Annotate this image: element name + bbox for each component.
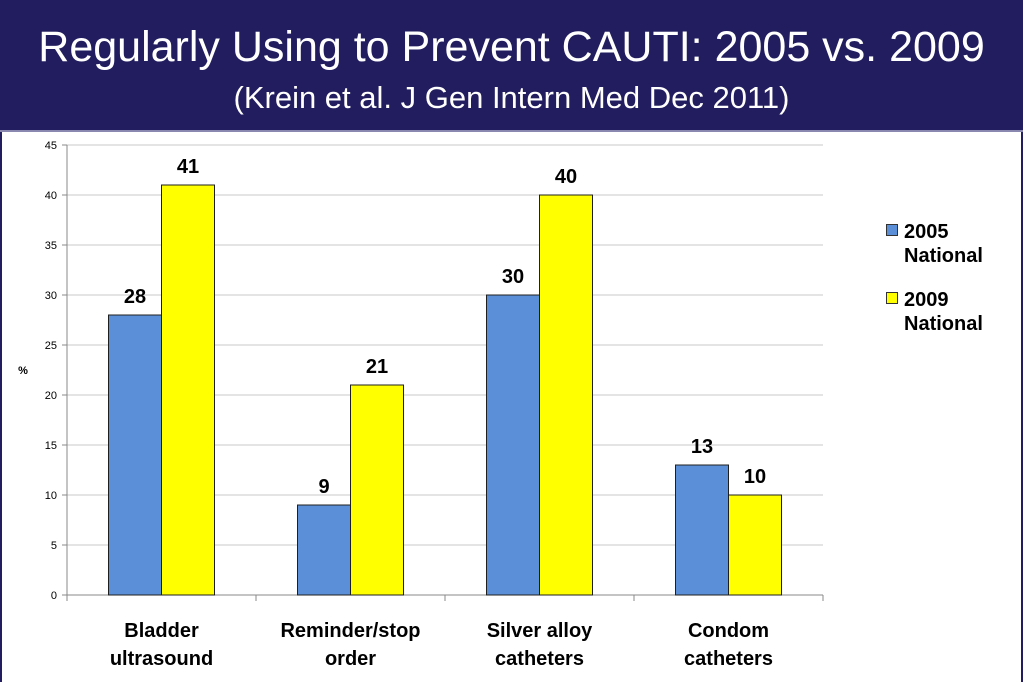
y-tick-label: 45	[45, 140, 57, 152]
x-category-label: catheters	[684, 648, 773, 670]
bar-2009	[539, 194, 593, 596]
legend-item-2005: 2005 National	[886, 220, 1014, 268]
legend-label-2005-line2: National	[904, 245, 983, 267]
x-category-label: catheters	[495, 648, 584, 670]
y-tick-label: 5	[51, 540, 57, 552]
x-category-label: Reminder/stop	[280, 620, 420, 642]
data-label: 28	[124, 286, 146, 308]
y-tick-label: 40	[45, 190, 57, 202]
legend-swatch-2009	[886, 292, 898, 304]
slide-title: Regularly Using to Prevent CAUTI: 2005 v…	[38, 23, 985, 71]
data-label: 41	[177, 156, 199, 178]
legend-label-2009: 2009 National	[904, 288, 1014, 336]
bar-2009	[161, 184, 215, 596]
y-tick-label: 20	[45, 390, 57, 402]
slide-subtitle: (Krein et al. J Gen Intern Med Dec 2011)	[233, 80, 790, 115]
header-divider	[0, 130, 1023, 132]
bar-2009	[350, 384, 404, 596]
x-category-label: Silver alloy	[487, 620, 593, 642]
legend-swatch-2005	[886, 224, 898, 236]
slide-header: Regularly Using to Prevent CAUTI: 2005 v…	[0, 0, 1023, 130]
bar-2005	[675, 464, 729, 596]
x-category-label: Condom	[688, 620, 769, 642]
bar-2009	[728, 494, 782, 596]
y-tick-label: 35	[45, 240, 57, 252]
data-label: 30	[502, 266, 524, 288]
y-tick-label: 15	[45, 440, 57, 452]
legend-label-2009-line1: 2009	[904, 289, 949, 311]
data-label: 10	[744, 466, 766, 488]
legend-label-2009-line2: National	[904, 313, 983, 335]
legend-label-2005-line1: 2005	[904, 221, 949, 243]
x-category-label: order	[325, 648, 376, 670]
y-tick-label: 25	[45, 340, 57, 352]
data-label: 40	[555, 166, 577, 188]
data-label: 9	[318, 476, 329, 498]
y-tick-label: 10	[45, 490, 57, 502]
legend-label-2005: 2005 National	[904, 220, 1014, 268]
y-axis-label: %	[18, 365, 28, 377]
chart-legend: 2005 National 2009 National	[886, 220, 1014, 356]
y-tick-label: 0	[51, 590, 57, 602]
left-border	[0, 132, 2, 682]
data-label: 13	[691, 436, 713, 458]
y-tick-label: 30	[45, 290, 57, 302]
bar-2005	[486, 294, 540, 596]
data-label: 21	[366, 356, 388, 378]
bar-2005	[108, 314, 162, 596]
bar-2005	[297, 504, 351, 596]
x-category-label: Bladder	[124, 620, 199, 642]
x-category-label: ultrasound	[110, 648, 213, 670]
right-border	[1021, 132, 1023, 682]
legend-item-2009: 2009 National	[886, 288, 1014, 336]
